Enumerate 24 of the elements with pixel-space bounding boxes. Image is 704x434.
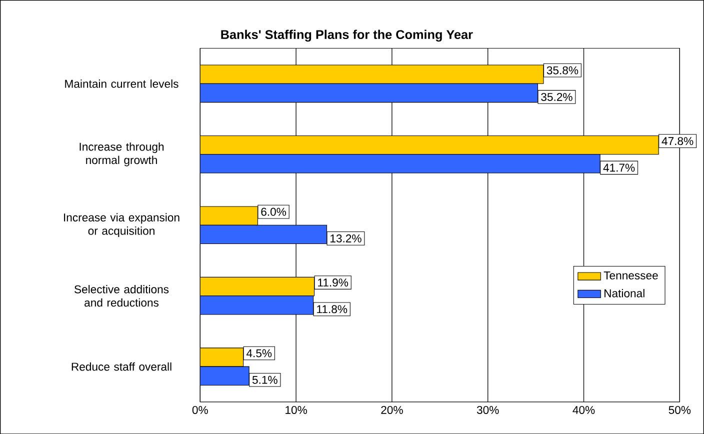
legend-label: National	[604, 288, 644, 298]
chart-title: Banks' Staffing Plans for the Coming Year	[221, 30, 473, 42]
y-tick-label: Selective additions and reductions	[74, 284, 169, 307]
data-label: 35.2%	[541, 92, 572, 101]
data-label: 6.0%	[261, 208, 286, 216]
legend-label: Tennessee	[604, 271, 658, 280]
data-label: 41.7%	[603, 164, 635, 172]
data-label: 5.1%	[252, 376, 278, 384]
x-tick-label: 50%	[668, 406, 691, 414]
y-tick-label: Increase through normal growth	[80, 142, 164, 166]
data-label: 47.8%	[662, 136, 694, 145]
y-tick-label: Increase via expansion or acquisition	[64, 213, 180, 237]
x-tick-label: 20%	[381, 406, 403, 414]
x-tick-label: 30%	[476, 406, 499, 414]
y-tick-label: Maintain current levels	[65, 79, 178, 88]
x-tick-label: 10%	[286, 406, 307, 414]
data-label: 13.2%	[330, 234, 362, 242]
data-label: 11.8%	[317, 305, 348, 314]
data-label: 35.8%	[546, 66, 578, 74]
data-label: 4.5%	[246, 349, 272, 358]
y-tick-label: Reduce staff overall	[72, 362, 172, 371]
x-tick-label: 40%	[572, 406, 595, 414]
x-tick-label: 0%	[192, 406, 208, 414]
data-label: 11.9%	[318, 278, 348, 286]
